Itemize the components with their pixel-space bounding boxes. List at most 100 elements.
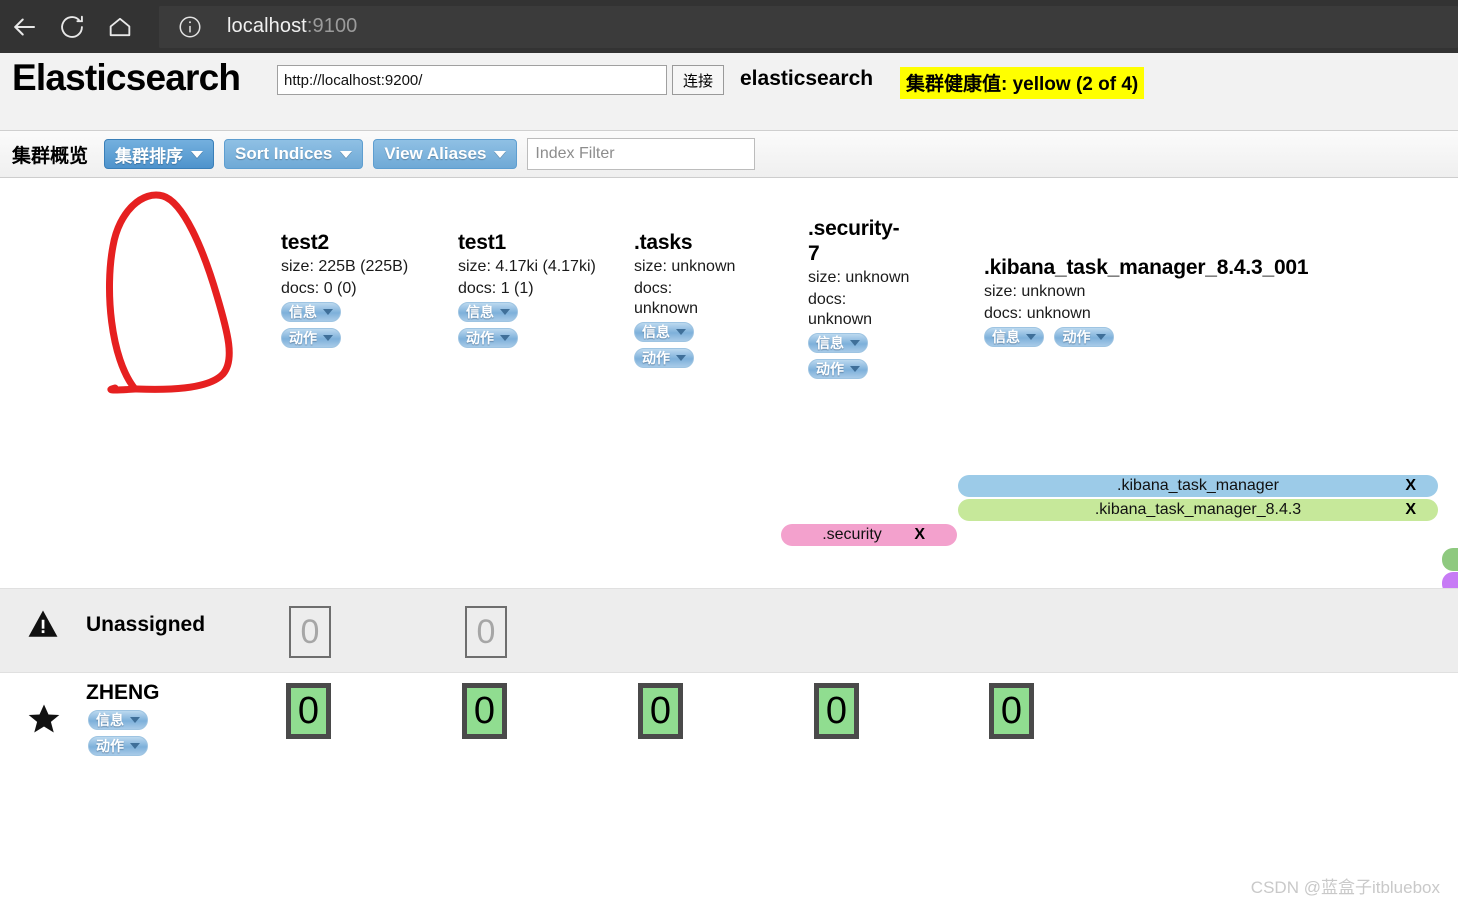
browser-toolbar: localhost:9100 bbox=[0, 0, 1458, 53]
chevron-down-icon bbox=[130, 743, 140, 749]
alias-bar-security[interactable]: .security X bbox=[781, 524, 957, 546]
cluster-toolbar: 集群概览 集群排序 Sort Indices View Aliases bbox=[0, 131, 1458, 178]
reload-button[interactable] bbox=[48, 3, 96, 51]
alias-remove-button[interactable]: X bbox=[1405, 477, 1416, 494]
sort-indices-label: Sort Indices bbox=[235, 144, 333, 163]
shard-value: 0 bbox=[1000, 689, 1023, 732]
index-info-button[interactable]: 信息 bbox=[634, 322, 694, 342]
sort-indices-button[interactable]: Sort Indices bbox=[224, 139, 364, 169]
view-aliases-button[interactable]: View Aliases bbox=[373, 139, 518, 169]
shard-zheng-0[interactable]: 0 bbox=[286, 683, 331, 739]
shard-unassigned-0[interactable]: 0 bbox=[289, 606, 331, 658]
cluster-name: elasticsearch bbox=[740, 67, 874, 90]
chevron-down-icon bbox=[500, 335, 510, 341]
index-actions: 信息 bbox=[634, 322, 784, 345]
index-filter-input[interactable] bbox=[527, 138, 756, 170]
shard-unassigned-1[interactable]: 0 bbox=[465, 606, 507, 658]
index-name: test2 bbox=[281, 231, 330, 254]
chevron-down-icon bbox=[676, 329, 686, 335]
node-info-label: 信息 bbox=[96, 712, 124, 728]
chevron-down-icon bbox=[323, 335, 333, 341]
index-size: size: unknown bbox=[808, 269, 910, 286]
index-info-button[interactable]: 信息 bbox=[281, 302, 341, 322]
cluster-canvas: test2 size: 225B (225B) docs: 0 (0) 信息 动… bbox=[0, 178, 1458, 588]
index-info-label: 信息 bbox=[466, 304, 494, 320]
index-actions: 信息 动作 bbox=[984, 327, 1424, 350]
index-action-label: 动作 bbox=[816, 361, 844, 377]
chevron-down-icon bbox=[676, 355, 686, 361]
chevron-down-icon bbox=[850, 366, 860, 372]
index-docs: docs: unknown bbox=[634, 280, 699, 317]
address-bar[interactable]: localhost:9100 bbox=[159, 5, 1458, 48]
chevron-down-icon bbox=[323, 309, 333, 315]
app-title: Elasticsearch bbox=[12, 57, 241, 98]
index-action-label: 动作 bbox=[1062, 329, 1091, 345]
chevron-down-icon bbox=[494, 150, 507, 158]
url-port: :9100 bbox=[306, 15, 358, 37]
index-actions: 信息 bbox=[281, 302, 446, 325]
index-action-label: 动作 bbox=[289, 330, 317, 346]
reload-icon bbox=[58, 13, 86, 41]
index-docs: docs: 0 (0) bbox=[281, 280, 357, 297]
index-actions-secondary: 动作 bbox=[634, 348, 784, 371]
cluster-sort-button[interactable]: 集群排序 bbox=[104, 139, 215, 169]
index-card-test1: test1 size: 4.17ki (4.17ki) docs: 1 (1) … bbox=[458, 230, 623, 351]
node-info-button[interactable]: 信息 bbox=[88, 710, 148, 730]
index-size: size: unknown bbox=[634, 258, 736, 275]
index-action-button[interactable]: 动作 bbox=[281, 328, 341, 348]
app-header: Elasticsearch 连接 elasticsearch 集群健康值: ye… bbox=[0, 53, 1458, 185]
warning-triangle-icon bbox=[26, 607, 60, 646]
arrow-left-icon bbox=[9, 12, 39, 42]
alias-bar-kibana-task-manager[interactable]: .kibana_task_manager X bbox=[958, 475, 1438, 497]
shard-zheng-2[interactable]: 0 bbox=[638, 683, 683, 739]
cluster-sort-label: 集群排序 bbox=[115, 146, 184, 166]
index-card-test2: test2 size: 225B (225B) docs: 0 (0) 信息 动… bbox=[281, 230, 446, 351]
shard-zheng-3[interactable]: 0 bbox=[814, 683, 859, 739]
index-card-kibana-task-manager: .kibana_task_manager_8.4.3_001 size: unk… bbox=[984, 255, 1424, 350]
index-action-label: 动作 bbox=[466, 330, 494, 346]
shard-value: 0 bbox=[473, 689, 496, 732]
chevron-down-icon bbox=[191, 150, 204, 158]
index-size: size: 225B (225B) bbox=[281, 258, 409, 275]
chevron-down-icon bbox=[1026, 334, 1036, 340]
alias-remove-button[interactable]: X bbox=[914, 526, 925, 543]
index-info-label: 信息 bbox=[289, 304, 317, 320]
node-row-unassigned: Unassigned 0 0 bbox=[0, 588, 1458, 673]
index-size: size: unknown bbox=[984, 283, 1086, 300]
chevron-down-icon bbox=[500, 309, 510, 315]
connect-button[interactable]: 连接 bbox=[672, 65, 724, 95]
chevron-down-icon bbox=[1096, 334, 1107, 340]
node-action-button[interactable]: 动作 bbox=[88, 736, 148, 756]
index-actions: 信息 bbox=[808, 333, 928, 356]
back-button[interactable] bbox=[0, 3, 48, 51]
shard-zheng-4[interactable]: 0 bbox=[989, 683, 1034, 739]
red-annotation-loop bbox=[106, 191, 233, 394]
es-url-input[interactable] bbox=[277, 65, 667, 95]
index-name: test1 bbox=[458, 231, 507, 254]
url-host: localhost bbox=[227, 15, 307, 37]
cluster-overview-label: 集群概览 bbox=[12, 145, 89, 167]
index-action-button[interactable]: 动作 bbox=[1054, 327, 1115, 347]
index-info-button[interactable]: 信息 bbox=[808, 333, 868, 353]
index-actions-secondary: 动作 bbox=[808, 359, 928, 382]
info-circle-icon[interactable] bbox=[177, 14, 203, 40]
index-action-button[interactable]: 动作 bbox=[458, 328, 518, 348]
index-info-button[interactable]: 信息 bbox=[984, 327, 1044, 347]
index-info-button[interactable]: 信息 bbox=[458, 302, 518, 322]
edge-pill-purple[interactable] bbox=[1442, 572, 1458, 588]
index-info-label: 信息 bbox=[816, 335, 844, 351]
node-name: Unassigned bbox=[86, 613, 206, 636]
edge-pill-green[interactable] bbox=[1442, 548, 1458, 571]
index-name: .security-7 bbox=[808, 217, 900, 265]
alias-bar-kibana-task-manager-843[interactable]: .kibana_task_manager_8.4.3 X bbox=[958, 499, 1438, 521]
index-name: .tasks bbox=[634, 231, 693, 254]
shard-zheng-1[interactable]: 0 bbox=[462, 683, 507, 739]
alias-remove-button[interactable]: X bbox=[1405, 501, 1416, 518]
home-button[interactable] bbox=[96, 3, 144, 51]
index-action-button[interactable]: 动作 bbox=[808, 359, 868, 379]
index-actions: 信息 bbox=[458, 302, 623, 325]
index-size: size: 4.17ki (4.17ki) bbox=[458, 258, 596, 275]
index-action-button[interactable]: 动作 bbox=[634, 348, 694, 368]
star-icon bbox=[26, 701, 62, 742]
alias-label: .kibana_task_manager_8.4.3 bbox=[1094, 501, 1302, 518]
